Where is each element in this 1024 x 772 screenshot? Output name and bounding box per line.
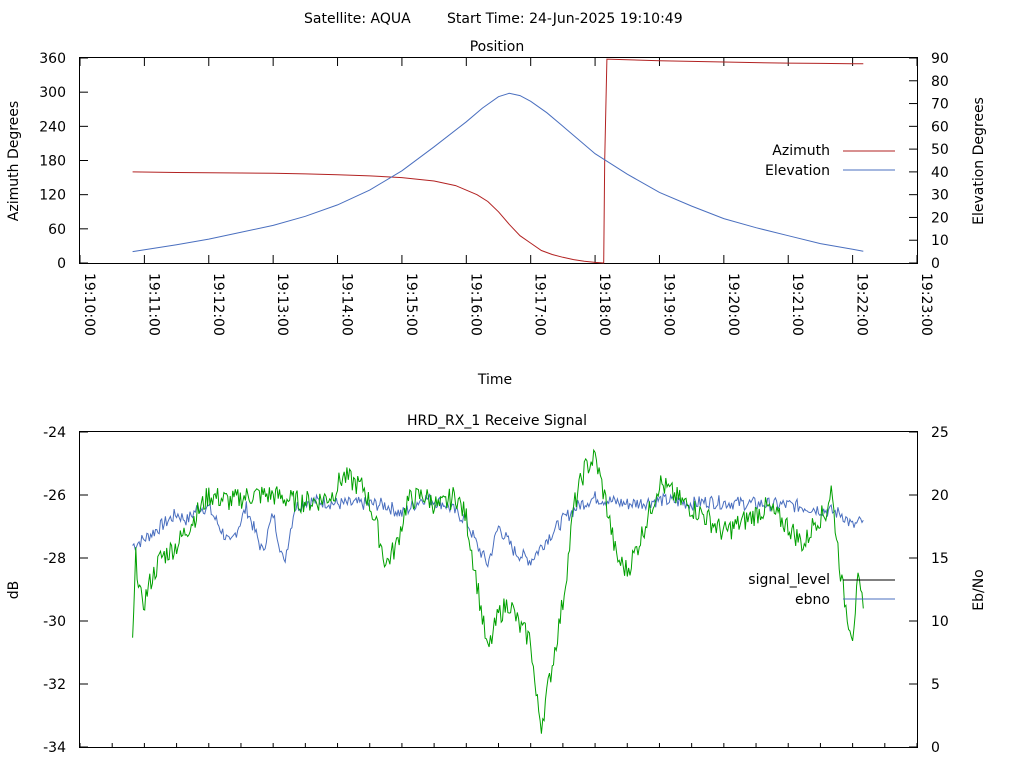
series-line-elevation [132, 92, 864, 253]
time-tick-label: 19:12:00 [210, 273, 226, 336]
azimuth-tick-label: 300 [39, 85, 66, 101]
series-line-green-trace [132, 448, 864, 734]
series-line-azimuth [132, 58, 864, 264]
time-tick-label: 19:23:00 [918, 273, 934, 336]
elevation-tick-label: 80 [931, 74, 949, 90]
elevation-tick-label: 60 [931, 119, 949, 135]
azimuth-tick-label: 360 [39, 51, 66, 67]
header-start-time: Start Time: 24-Jun-2025 19:10:49 [447, 11, 683, 27]
time-tick-label: 19:10:00 [81, 273, 97, 336]
time-axis-label: Time [477, 372, 512, 388]
elevation-tick-label: 90 [931, 51, 949, 67]
signal-series-lines [132, 448, 864, 734]
elevation-tick-label: 30 [931, 188, 949, 204]
position-legend: Azimuth Elevation [765, 143, 895, 179]
position-plot-frame [79, 57, 918, 264]
elevation-tick-label: 50 [931, 142, 949, 158]
db-tick-label: -26 [43, 488, 66, 504]
time-tick-label: 19:17:00 [532, 273, 548, 336]
time-tick-label: 19:16:00 [467, 273, 483, 336]
elevation-tick-label: 20 [931, 210, 949, 226]
elevation-tick-label: 10 [931, 233, 949, 249]
azimuth-axis-label: Azimuth Degrees [6, 101, 22, 221]
header-satellite: Satellite: AQUA [304, 11, 411, 27]
time-tick-label: 19:18:00 [596, 273, 612, 336]
db-tick-label: -34 [43, 740, 66, 756]
azimuth-tick-label: 0 [57, 256, 66, 272]
elevation-tick-label: 40 [931, 165, 949, 181]
legend-signal-level-label: signal_level [748, 572, 830, 588]
db-tick-label: -32 [43, 677, 66, 693]
series-line-ebno [132, 491, 864, 569]
ebno-axis-label: Eb/No [971, 569, 987, 611]
time-tick-label: 19:13:00 [274, 273, 290, 336]
signal-legend: signal_level ebno [748, 572, 895, 608]
azimuth-tick-label: 60 [48, 222, 66, 238]
time-tick-label: 19:15:00 [403, 273, 419, 336]
legend-ebno-label: ebno [795, 592, 830, 608]
ebno-tick-label: 15 [931, 551, 949, 567]
time-tick-label: 19:20:00 [725, 273, 741, 336]
signal-axis-ticks: -34 -32 -30 -28 -26 -24 0 5 10 15 20 25 [43, 425, 949, 756]
ebno-tick-label: 0 [931, 740, 940, 756]
time-tick-label: 19:14:00 [339, 273, 355, 336]
elevation-tick-label: 0 [931, 256, 940, 272]
time-tick-label: 19:11:00 [145, 273, 161, 336]
position-axis-ticks: 0 60 120 180 240 300 360 0 10 20 30 40 50 60 70 80 90 19:… [39, 51, 949, 336]
signal-chart-title: HRD_RX_1 Receive Signal [407, 413, 587, 429]
azimuth-tick-label: 120 [39, 188, 66, 204]
db-axis-label: dB [6, 581, 22, 600]
elevation-axis-label: Elevation Degrees [971, 97, 987, 225]
legend-elevation-label: Elevation [765, 163, 830, 179]
ebno-tick-label: 25 [931, 425, 949, 441]
db-tick-label: -28 [43, 551, 66, 567]
db-tick-label: -24 [43, 425, 66, 441]
signal-plot-frame [79, 431, 918, 748]
azimuth-tick-label: 240 [39, 119, 66, 135]
ebno-tick-label: 10 [931, 614, 949, 630]
time-tick-label: 19:19:00 [660, 273, 676, 336]
azimuth-tick-label: 180 [39, 154, 66, 170]
ebno-tick-label: 20 [931, 488, 949, 504]
ebno-tick-label: 5 [931, 677, 940, 693]
time-tick-label: 19:22:00 [854, 273, 870, 336]
position-chart-title: Position [470, 39, 525, 55]
db-tick-label: -30 [43, 614, 66, 630]
elevation-tick-label: 70 [931, 97, 949, 113]
position-series-lines [132, 58, 864, 264]
legend-azimuth-label: Azimuth [772, 143, 830, 159]
time-tick-label: 19:21:00 [789, 273, 805, 336]
